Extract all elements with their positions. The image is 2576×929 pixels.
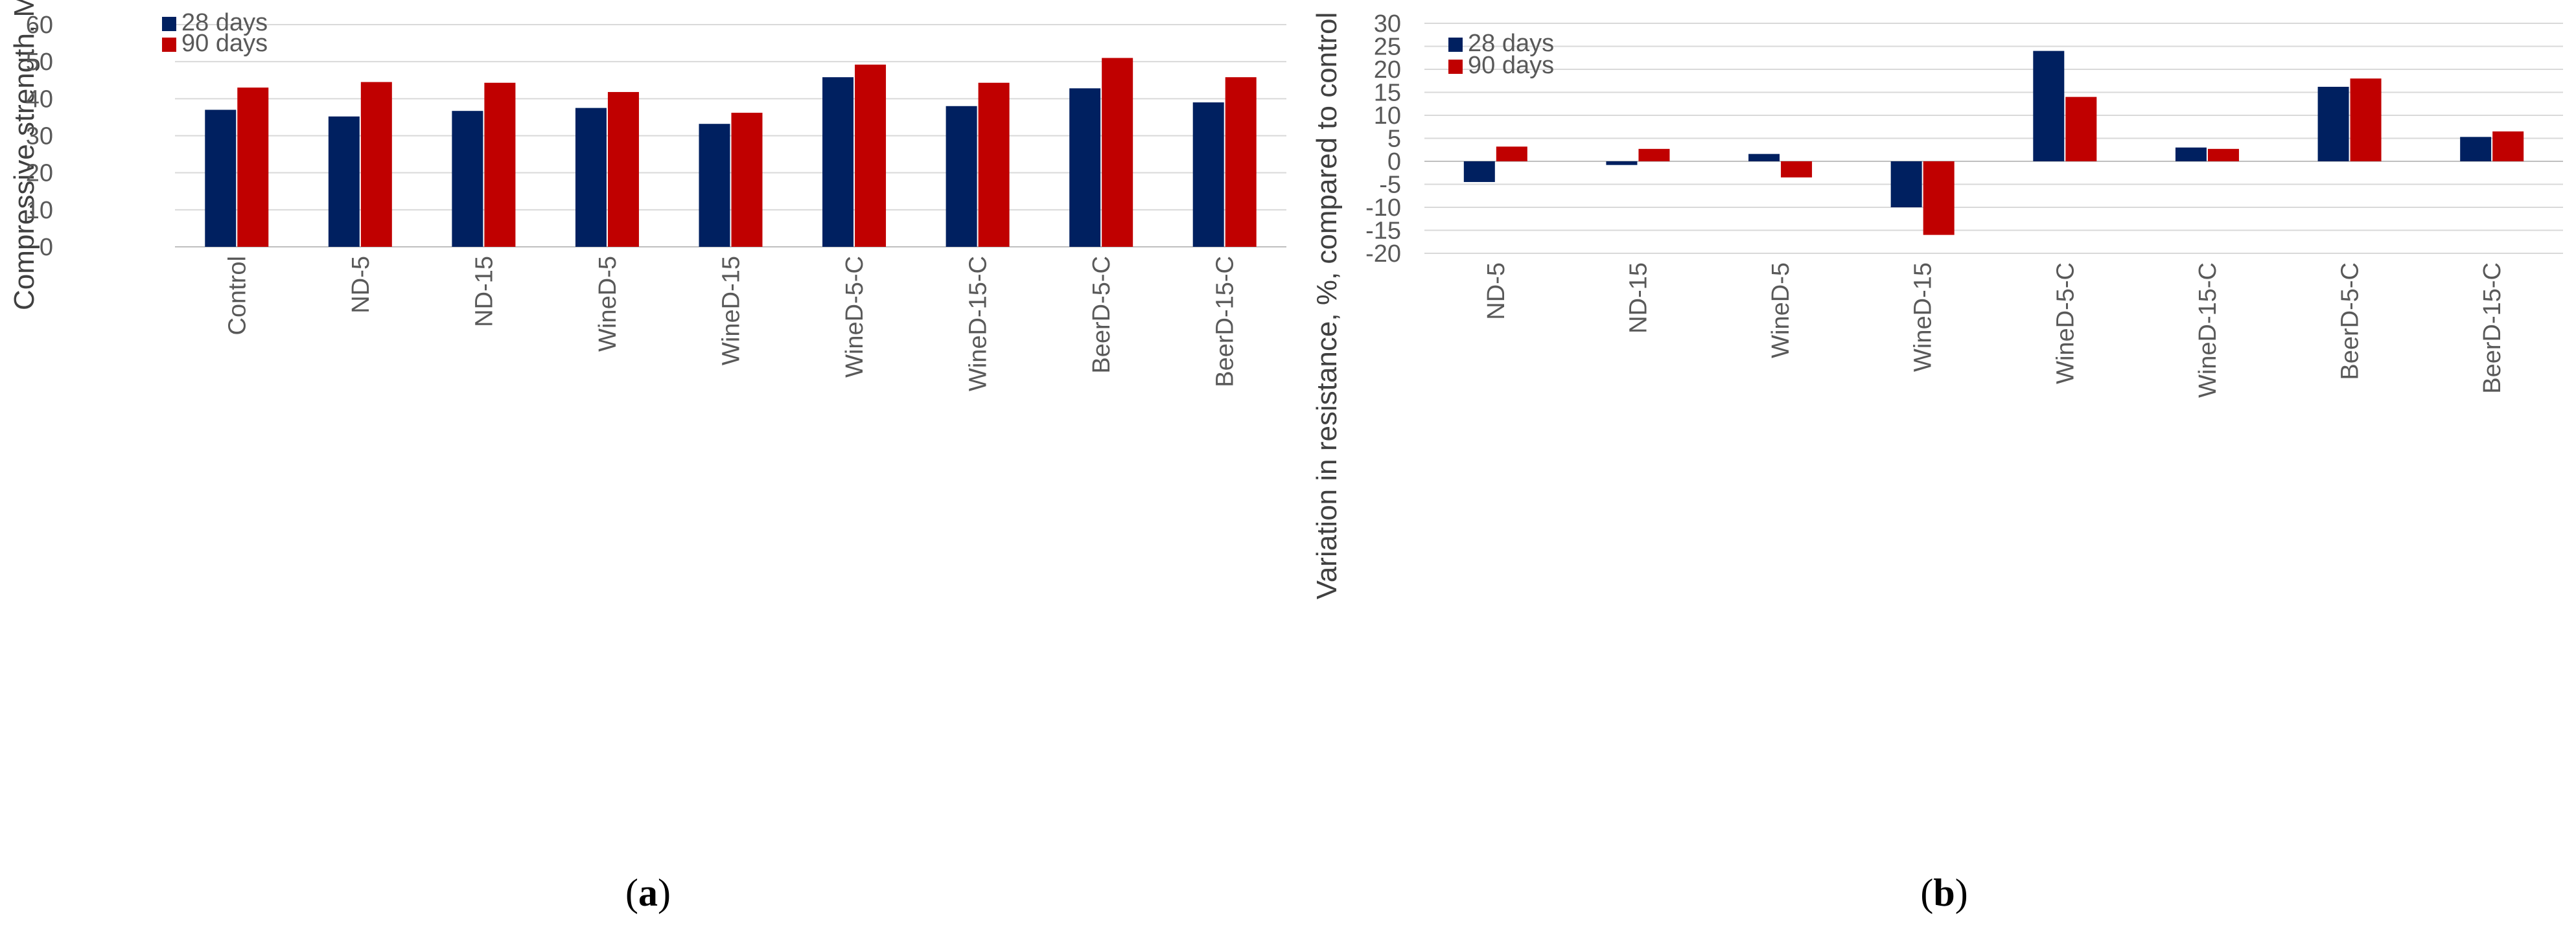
- bar-90-days-beerd-15-c: [2492, 131, 2524, 161]
- y-tick-label: 20: [1374, 56, 1401, 84]
- bar-90-days-wined-5-c: [855, 64, 887, 247]
- bar-28-days-control: [205, 109, 237, 247]
- y-tick-label: -10: [1365, 194, 1401, 222]
- legend-swatch-28-days: [1448, 38, 1463, 52]
- legend-swatch-90-days: [162, 38, 176, 52]
- legend-label: 90 days: [181, 30, 268, 57]
- chart-panel-a: Compressive strength, Mpa (a) 0 10 20 30 40 5…: [8, 0, 1286, 914]
- x-category-label: Control: [224, 256, 251, 336]
- bar-90-days-beerd-5-c: [1102, 58, 1133, 247]
- bar-90-days-beerd-5-c: [2350, 78, 2382, 161]
- bar-90-days-control: [237, 87, 269, 247]
- y-tick-label: 40: [26, 86, 53, 113]
- legend-swatch-90-days: [1448, 60, 1463, 74]
- bar-28-days-wined-5-c: [822, 77, 854, 247]
- bar-28-days-wined-15-c: [2175, 147, 2207, 161]
- panel-label: (a): [625, 871, 671, 914]
- x-category-label: WineD-5-C: [841, 256, 868, 378]
- y-tick-label: -20: [1365, 240, 1401, 268]
- x-category-label: BeerD-5-C: [2337, 262, 2364, 380]
- y-tick-label: 5: [1387, 126, 1401, 153]
- variation-resistance-chart: Variation in resistance, %, compared to …: [1311, 10, 2563, 914]
- legend-label: 90 days: [1468, 52, 1554, 79]
- bar-28-days-beerd-5-c: [2317, 86, 2349, 161]
- bar-90-days-wined-15-c: [978, 82, 1010, 247]
- bar-90-days-nd-15: [1638, 148, 1670, 161]
- x-category-label: BeerD-15-C: [1212, 256, 1239, 387]
- y-tick-label: 15: [1374, 80, 1401, 107]
- y-tick-label: 20: [26, 160, 53, 187]
- bar-28-days-wined-15: [1890, 161, 1922, 207]
- x-category-label: BeerD-5-C: [1088, 256, 1115, 374]
- x-category-label: ND-5: [1483, 262, 1510, 320]
- x-category-label: WineD-15-C: [2194, 262, 2222, 398]
- legend-label: 28 days: [181, 9, 268, 36]
- bar-28-days-beerd-15-c: [1192, 102, 1224, 247]
- bar-28-days-wined-5: [575, 108, 607, 247]
- y-tick-label: 30: [1374, 10, 1401, 38]
- bar-90-days-beerd-15-c: [1225, 77, 1257, 247]
- x-category-label: WineD-15: [1910, 262, 1937, 372]
- bar-90-days-nd-5: [360, 82, 392, 247]
- bar-90-days-nd-15: [484, 82, 516, 247]
- x-category-label: WineD-5: [594, 256, 621, 352]
- y-tick-label: 60: [26, 12, 53, 39]
- bar-28-days-nd-15: [452, 111, 483, 247]
- y-tick-label: 25: [1374, 34, 1401, 61]
- y-tick-label: 10: [26, 197, 53, 224]
- panel-label: (b): [1920, 871, 1967, 914]
- y-tick-label: -5: [1379, 172, 1401, 199]
- y-tick-label: 0: [40, 234, 53, 261]
- bar-28-days-wined-5-c: [2033, 51, 2065, 161]
- y-tick-label: -15: [1365, 218, 1401, 245]
- y-axis-title: Variation in resistance, %, compared to …: [1311, 12, 1343, 600]
- x-category-label: WineD-5-C: [2052, 262, 2079, 384]
- x-category-label: WineD-15: [718, 256, 745, 365]
- bar-28-days-nd-5: [1463, 161, 1495, 182]
- bar-90-days-wined-5-c: [2065, 97, 2097, 161]
- y-tick-label: 10: [1374, 102, 1401, 130]
- bar-28-days-wined-15-c: [946, 106, 977, 247]
- bar-28-days-beerd-5-c: [1069, 88, 1101, 247]
- bar-90-days-nd-5: [1496, 146, 1527, 161]
- bar-28-days-wined-5: [1748, 154, 1780, 161]
- legend-label: 28 days: [1468, 30, 1554, 57]
- x-category-label: WineD-15-C: [965, 256, 992, 391]
- bar-28-days-nd-5: [328, 116, 360, 247]
- y-tick-label: 50: [26, 49, 53, 76]
- bar-28-days-wined-15: [699, 124, 730, 247]
- bar-90-days-wined-5: [1781, 161, 1813, 178]
- y-tick-label: 30: [26, 123, 53, 150]
- legend-swatch-28-days: [162, 17, 176, 31]
- x-category-label: BeerD-15-C: [2479, 262, 2506, 394]
- bar-90-days-wined-15-c: [2207, 148, 2239, 161]
- x-category-label: ND-15: [1625, 262, 1652, 334]
- compressive-strength-chart: Compressive strength, Mpa (a) 0 10 20 30 40 5…: [8, 0, 1286, 914]
- bar-28-days-nd-15: [1606, 161, 1638, 165]
- x-category-label: WineD-5: [1767, 262, 1794, 358]
- bar-28-days-beerd-15-c: [2460, 137, 2492, 161]
- bar-90-days-wined-15: [1923, 161, 1955, 235]
- x-category-label: ND-5: [347, 256, 375, 314]
- y-tick-label: 0: [1387, 148, 1401, 176]
- chart-panel-b: Variation in resistance, %, compared to …: [1296, 0, 2576, 929]
- y-axis-title: Compressive strength, Mpa: [8, 0, 40, 310]
- bar-90-days-wined-15: [731, 113, 763, 247]
- bar-90-days-wined-5: [607, 92, 639, 247]
- x-category-label: ND-15: [470, 256, 498, 327]
